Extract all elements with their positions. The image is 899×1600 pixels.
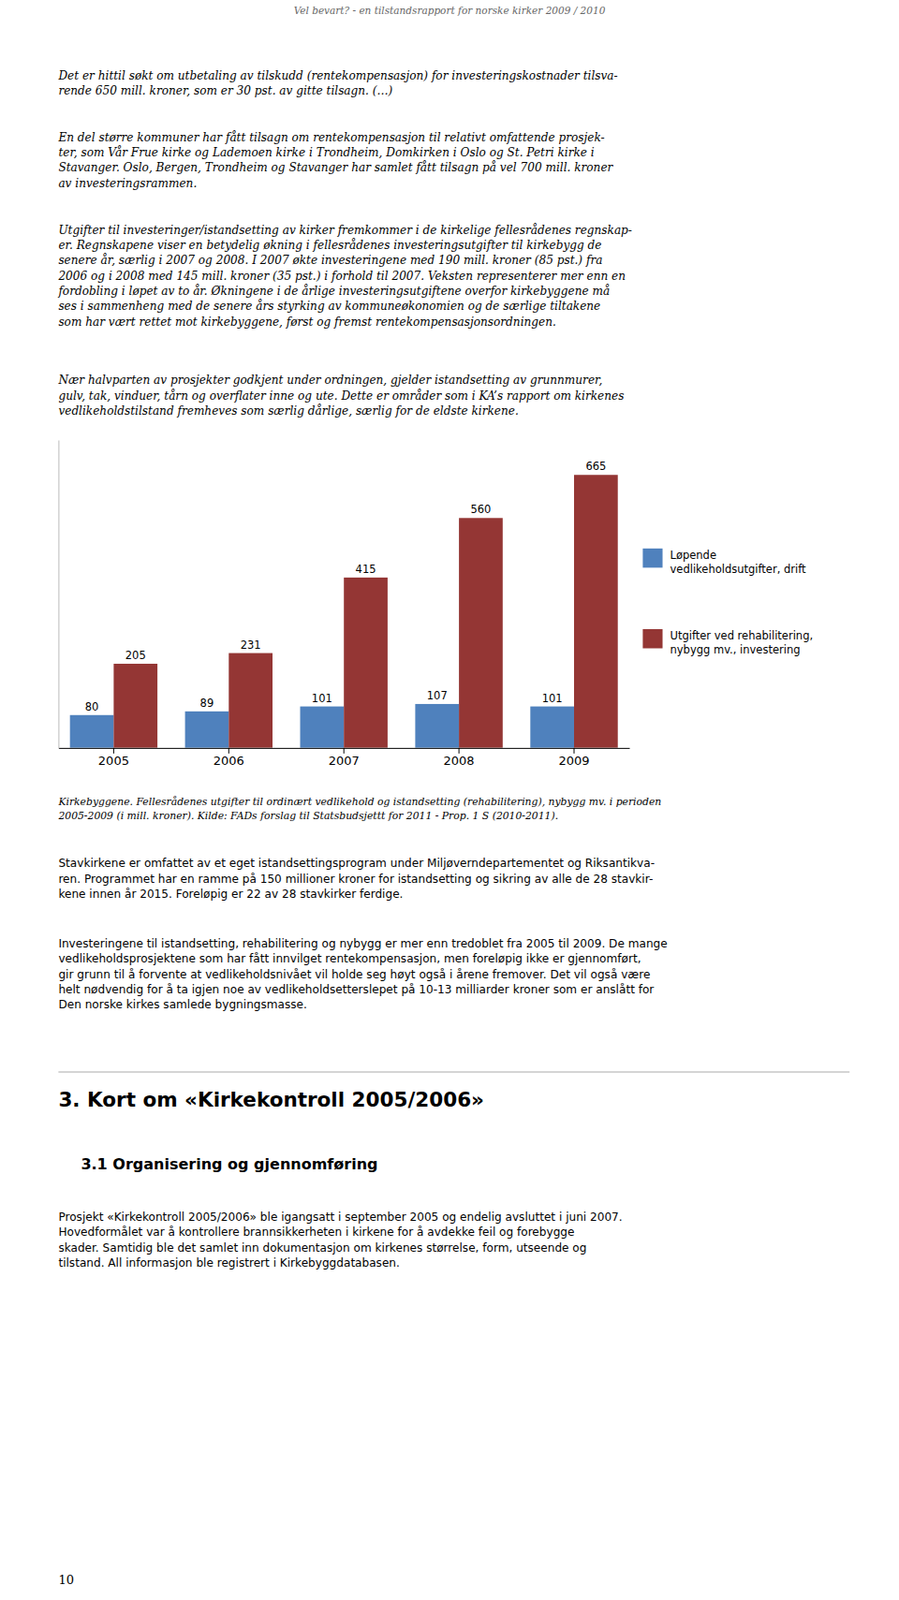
text-line: Utgifter til investeringer/istandsetting…: [58, 222, 633, 237]
text-line: vedlikeholdsprosjektene som har fått inn…: [58, 952, 641, 966]
data-label: 101: [542, 692, 563, 706]
data-label: 415: [355, 562, 377, 576]
text-line: ren. Programmet har en ramme på 150 mill…: [58, 872, 653, 886]
legend-label: Løpendevedlikeholdsutgifter, drift: [670, 548, 808, 576]
paragraph: Nær halvparten av prosjekter godkjent un…: [57, 373, 624, 418]
data-label: 107: [427, 689, 448, 703]
x-tick: 2008: [443, 748, 475, 768]
bar: [458, 517, 503, 749]
caption-line: 2005-2009 (i mill. kroner). Kilde: FADs …: [57, 810, 559, 823]
text-line: Hovedformålet var å kontrollere brannsik…: [58, 1225, 575, 1239]
page-number: 10: [58, 1573, 74, 1588]
text-line: som har vært rettet mot kirkebyggene, fø…: [58, 315, 556, 329]
text-line: Nær halvparten av prosjekter godkjent un…: [57, 373, 603, 387]
legend-label-line: Løpende: [670, 548, 717, 562]
data-label: 80: [85, 700, 100, 714]
text-line: ses i sammenheng med de senere års styrk…: [58, 298, 601, 313]
x-tick: 2007: [328, 748, 360, 768]
paragraph: Utgifter til investeringer/istandsetting…: [57, 222, 633, 329]
x-tick-mark: [574, 748, 575, 754]
text-line: En del større kommuner har fått tilsagn …: [57, 130, 605, 145]
legend-swatch: [642, 629, 663, 649]
data-label: 665: [585, 459, 606, 473]
data-labels: 80 89 101 107 101 205 231 415 560 665: [85, 459, 607, 714]
x-tick-label: 2009: [558, 753, 590, 768]
page: Vel bevart? - en tilstandsrapport for no…: [0, 0, 899, 1600]
subheading: 3.1 Organisering og gjennomføring: [80, 1155, 378, 1174]
x-tick-label: 2006: [213, 753, 245, 768]
text-line: Det er hittil søkt om utbetaling av tils…: [57, 69, 618, 83]
text-line: ter, som Vår Frue kirke og Lademoen kirk…: [58, 145, 594, 160]
x-tick-mark: [113, 748, 115, 754]
paragraph: En del større kommuner har fått tilsagn …: [57, 130, 614, 191]
legend-item: Løpendevedlikeholdsutgifter, drift: [642, 548, 807, 576]
legend: Løpendevedlikeholdsutgifter, drift Utgift…: [642, 548, 813, 657]
bar: [574, 474, 619, 749]
bars: [70, 474, 619, 749]
bar: [530, 707, 575, 749]
data-label: 560: [470, 502, 491, 516]
text-line: Investeringene til istandsetting, rehabi…: [58, 937, 667, 951]
text-line: av investeringsrammen.: [58, 176, 197, 191]
legend-label-line: vedlikeholdsutgifter, drift: [670, 562, 808, 576]
data-label: 231: [240, 638, 262, 652]
paragraph: Stavkirkene er omfattet av et eget istan…: [58, 856, 655, 901]
text-line: fordobling i løpet av to år. Økningene i…: [57, 283, 610, 298]
bar: [185, 711, 230, 749]
bar: [414, 704, 459, 749]
legend-item: Utgifter ved rehabilitering,nybygg mv., …: [642, 629, 813, 657]
paragraph: Det er hittil søkt om utbetaling av tils…: [57, 69, 618, 98]
text-line: gulv, tak, vinduer, tårn og overflater i…: [58, 388, 624, 403]
data-label: 205: [125, 648, 147, 663]
x-tick-mark: [228, 748, 230, 754]
chart: 80 89 101 107 101 205 231 415 560 665 2005 2006 2007…: [58, 440, 631, 768]
text-line: vedlikeholdstilstand fremheves som særli…: [58, 403, 518, 418]
data-label: 89: [200, 696, 215, 710]
bar: [113, 663, 158, 749]
y-axis: [58, 440, 59, 749]
bar: [343, 577, 388, 749]
x-tick: 2005: [98, 748, 130, 768]
x-tick-label: 2005: [98, 753, 130, 768]
x-tick: 2009: [558, 748, 590, 768]
rule: [58, 1072, 850, 1074]
legend-label-line: nybygg mv., investering: [670, 643, 801, 657]
legend-label: Utgifter ved rehabilitering,nybygg mv., …: [670, 629, 814, 657]
y-axis-line: [58, 440, 59, 749]
x-tick: 2006: [213, 748, 245, 768]
bar: [70, 715, 115, 749]
text-line: er. Regnskapene viser en betydelig øknin…: [58, 237, 602, 252]
legend-swatch: [642, 548, 663, 569]
text-line: kene innen år 2015. Foreløpig er 22 av 2…: [58, 887, 403, 901]
page-header: Vel bevart? - en tilstandsrapport for no…: [294, 4, 606, 16]
legend-label-line: Utgifter ved rehabilitering,: [670, 629, 814, 643]
x-tick-mark: [458, 748, 460, 754]
text-line: helt nødvendig for å ta igjen noe av ved…: [58, 983, 654, 997]
caption: Kirkebyggene. Fellesrådenes utgifter til…: [57, 795, 662, 823]
text-line: rende 650 mill. kroner, som er 30 pst. a…: [58, 84, 393, 98]
text-line: tilstand. All informasjon ble registrert…: [58, 1256, 399, 1270]
text-line: Prosjekt «Kirkekontroll 2005/2006» ble i…: [58, 1210, 622, 1224]
paragraph: Prosjekt «Kirkekontroll 2005/2006» ble i…: [58, 1210, 622, 1270]
caption-line: Kirkebyggene. Fellesrådenes utgifter til…: [57, 795, 662, 809]
text-line: gir grunn til å forvente at vedlikeholds…: [58, 968, 650, 982]
text-line: Den norske kirkes samlede bygningsmasse.: [58, 998, 307, 1012]
text-line: 2006 og i 2008 med 145 mill. kroner (35 …: [57, 269, 626, 283]
heading: 3. Kort om «Kirkekontroll 2005/2006»: [58, 1088, 485, 1112]
text-line: skader. Samtidig ble det samlet inn doku…: [58, 1241, 587, 1255]
bar: [299, 707, 344, 749]
paragraph: Investeringene til istandsetting, rehabi…: [58, 937, 667, 1012]
data-label: 101: [311, 692, 333, 706]
x-tick-label: 2007: [328, 753, 360, 768]
x-tick-label: 2008: [443, 753, 475, 768]
text-line: senere år, særlig i 2007 og 2008. I 2007…: [58, 252, 603, 267]
text-line: Stavkirkene er omfattet av et eget istan…: [58, 856, 655, 870]
x-tick-mark: [343, 748, 345, 754]
x-axis: 2005 2006 2007 2008 2009: [58, 748, 631, 768]
text-line: Stavanger. Oslo, Bergen, Trondheim og St…: [58, 160, 614, 175]
bar: [228, 653, 273, 749]
